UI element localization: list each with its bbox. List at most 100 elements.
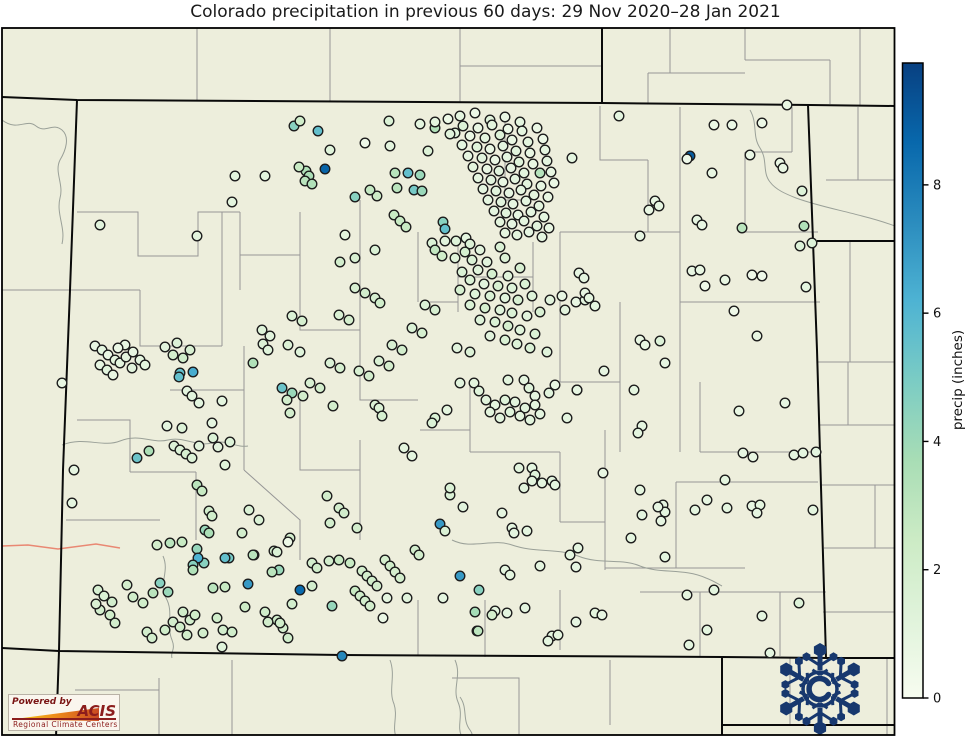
station-dot [464, 299, 476, 311]
station-dot [499, 292, 511, 304]
station-dot [459, 246, 471, 258]
station-dot [536, 477, 548, 489]
station-dot [321, 490, 333, 502]
station-dot [511, 338, 523, 350]
station-dot [719, 274, 731, 286]
station-dot [401, 592, 413, 604]
station-dot [537, 133, 549, 145]
station-dot [485, 174, 497, 186]
station-dot [243, 504, 255, 516]
station-dot [570, 296, 582, 308]
station-dot [429, 116, 441, 128]
station-dot [229, 170, 241, 182]
station-dot [121, 579, 133, 591]
station-dot [464, 274, 476, 286]
station-dot [127, 346, 139, 358]
station-dot [473, 385, 485, 397]
station-dot [451, 342, 463, 354]
station-dot [173, 371, 185, 383]
station-dot [334, 362, 346, 374]
station-dot [472, 264, 484, 276]
station-dot [259, 170, 271, 182]
station-dot [528, 189, 540, 201]
station-dot [541, 155, 553, 167]
station-dot [306, 580, 318, 592]
station-dot [639, 339, 651, 351]
station-dot [681, 589, 693, 601]
station-dot [439, 525, 451, 537]
station-dot [439, 235, 451, 247]
station-dot [436, 250, 448, 262]
station-dot [539, 144, 551, 156]
station-dot [689, 504, 701, 516]
station-dot [566, 152, 578, 164]
acis-divider [12, 718, 116, 720]
state-boundaries [2, 28, 895, 735]
station-dot [524, 342, 536, 354]
station-dot [518, 215, 530, 227]
station-dot [524, 147, 536, 159]
station-dot [146, 632, 158, 644]
station-dot [488, 205, 500, 217]
station-dot [479, 302, 491, 314]
station-dot [186, 390, 198, 402]
station-dot [489, 154, 501, 166]
station-dot [507, 198, 519, 210]
station-dot [106, 596, 118, 608]
station-dot [494, 216, 506, 228]
station-dot [538, 211, 550, 223]
station-dot [369, 244, 381, 256]
colorbar-tick-label: 6 [933, 307, 941, 322]
station-dot [512, 294, 524, 306]
colorbar-tick-label: 8 [933, 178, 941, 193]
station-dot [596, 609, 608, 621]
station-dot [484, 143, 496, 155]
station-dot [353, 365, 365, 377]
station-dot [502, 123, 514, 135]
station-dot [543, 222, 555, 234]
station-dot [294, 584, 306, 596]
station-dot [441, 404, 453, 416]
station-dot [239, 601, 251, 613]
station-dot [499, 111, 511, 123]
station-dot [497, 176, 509, 188]
station-dot [312, 125, 324, 137]
station-dot [511, 229, 523, 241]
station-dot [363, 370, 375, 382]
station-dot [326, 600, 338, 612]
station-dot [139, 359, 151, 371]
station-dot [416, 327, 428, 339]
station-dot [429, 304, 441, 316]
station-dot [422, 145, 434, 157]
station-dot [349, 252, 361, 264]
station-dot [519, 602, 531, 614]
station-dot [154, 577, 166, 589]
station-dot [504, 569, 516, 581]
station-dot [181, 629, 193, 641]
station-dot [324, 144, 336, 156]
station-dot [167, 349, 179, 361]
station-dot [597, 467, 609, 479]
station-dot [419, 299, 431, 311]
station-dot [212, 441, 224, 453]
station-dot [377, 612, 389, 624]
station-dot [162, 586, 174, 598]
station-dot [518, 374, 530, 386]
station-dot [501, 151, 513, 163]
station-dot [161, 420, 173, 432]
station-dot [68, 464, 80, 476]
station-dot [490, 185, 502, 197]
station-dot [371, 580, 383, 592]
station-dot [655, 515, 667, 527]
station-dot [247, 357, 259, 369]
station-dot [236, 527, 248, 539]
station-dot [197, 627, 209, 639]
station-dot [256, 324, 268, 336]
map-layers [2, 28, 895, 735]
station-dot [324, 357, 336, 369]
station-dot [456, 139, 468, 151]
station-dot [398, 442, 410, 454]
station-dot [94, 219, 106, 231]
station-dot [381, 592, 393, 604]
station-dot [127, 591, 139, 603]
